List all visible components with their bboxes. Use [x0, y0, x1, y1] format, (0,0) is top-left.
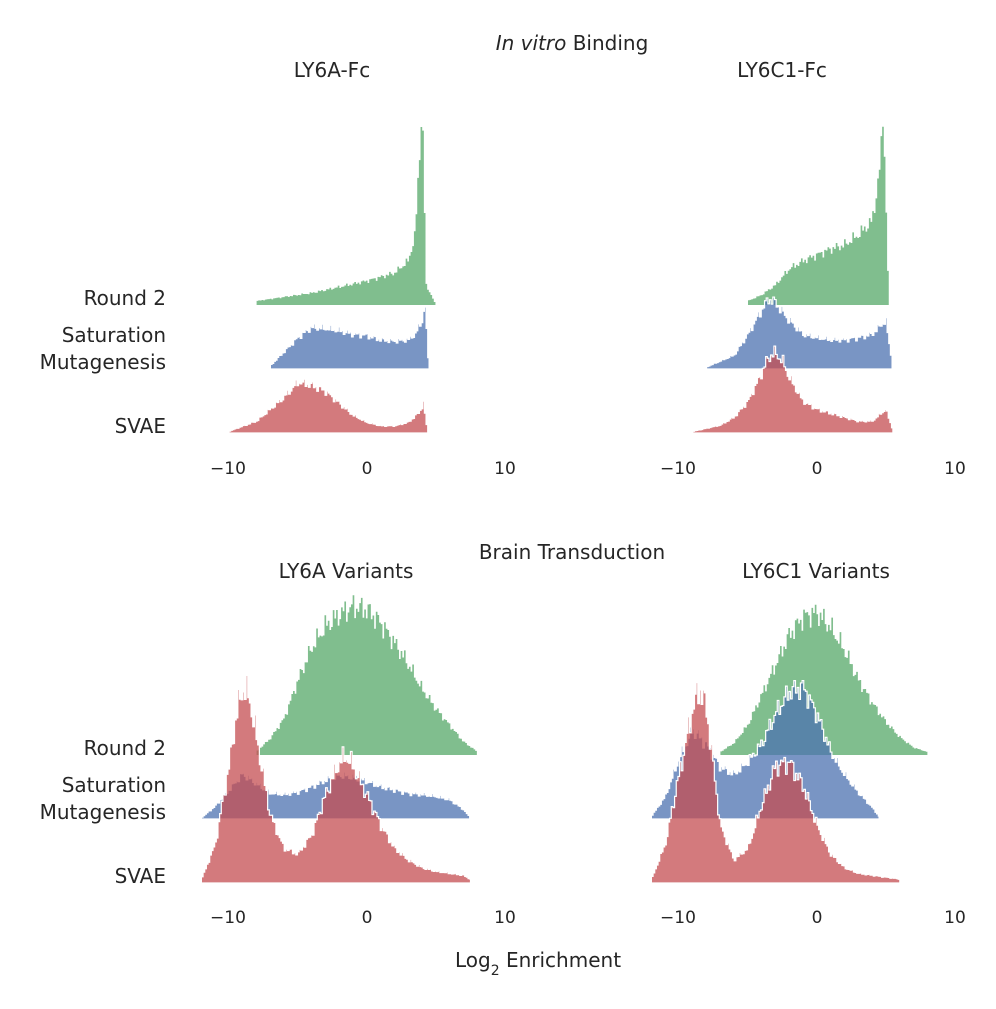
row-label-round2-bottom: Round 2	[84, 736, 166, 760]
histogram-layer	[200, 126, 928, 884]
row-label-satmut-top-2: Mutagenesis	[40, 350, 166, 374]
tick-p1-0: 0	[812, 459, 823, 479]
tick-p1-neg10: −10	[660, 459, 696, 479]
histogram-4-round2	[720, 604, 928, 755]
x-axis-label-sub: 2	[491, 963, 500, 979]
tick-p3-0: 0	[812, 908, 823, 928]
panel-title-ly6c1-variants: LY6C1 Variants	[742, 559, 890, 583]
section-title-top-rest: Binding	[566, 31, 648, 55]
section-title-bottom: Brain Transduction	[479, 540, 665, 564]
histogram-1-round2	[256, 127, 436, 305]
histogram-1-svae	[228, 378, 429, 434]
row-label-svae-top: SVAE	[115, 414, 166, 438]
row-label-satmut-bottom-1: Saturation	[62, 773, 166, 797]
x-axis-label: Log2 Enrichment	[455, 948, 621, 979]
section-title-top: In vitro Binding	[496, 31, 649, 55]
row-label-satmut-bottom-2: Mutagenesis	[40, 800, 166, 824]
panel-title-ly6c1-fc: LY6C1-Fc	[737, 58, 827, 82]
panel-title-ly6a-fc: LY6A-Fc	[294, 58, 370, 82]
tick-p2-10: 10	[494, 908, 516, 928]
tick-p2-0: 0	[362, 908, 373, 928]
row-label-round2-top: Round 2	[84, 286, 166, 310]
tick-p0-neg10: −10	[210, 459, 246, 479]
histogram-2-satmut	[706, 296, 893, 370]
row-label-svae-bottom: SVAE	[115, 864, 166, 888]
section-title-top-emph: In vitro	[496, 31, 567, 55]
histogram-2-svae	[692, 345, 894, 434]
histogram-3-svae	[200, 674, 472, 884]
tick-p1-10: 10	[944, 459, 966, 479]
tick-p3-10: 10	[944, 908, 966, 928]
histogram-3-round2	[256, 595, 478, 755]
x-axis-label-rest: Enrichment	[500, 948, 622, 972]
histogram-1-satmut	[269, 306, 430, 370]
row-label-satmut-top-1: Saturation	[62, 323, 166, 347]
tick-p3-neg10: −10	[660, 908, 696, 928]
histogram-4-svae	[650, 681, 901, 884]
x-axis-label-main: Log	[455, 948, 491, 972]
tick-p2-neg10: −10	[210, 908, 246, 928]
histogram-2-round2	[748, 126, 889, 305]
panel-title-ly6a-variants: LY6A Variants	[279, 559, 414, 583]
tick-p0-10: 10	[494, 459, 516, 479]
tick-p0-0: 0	[362, 459, 373, 479]
